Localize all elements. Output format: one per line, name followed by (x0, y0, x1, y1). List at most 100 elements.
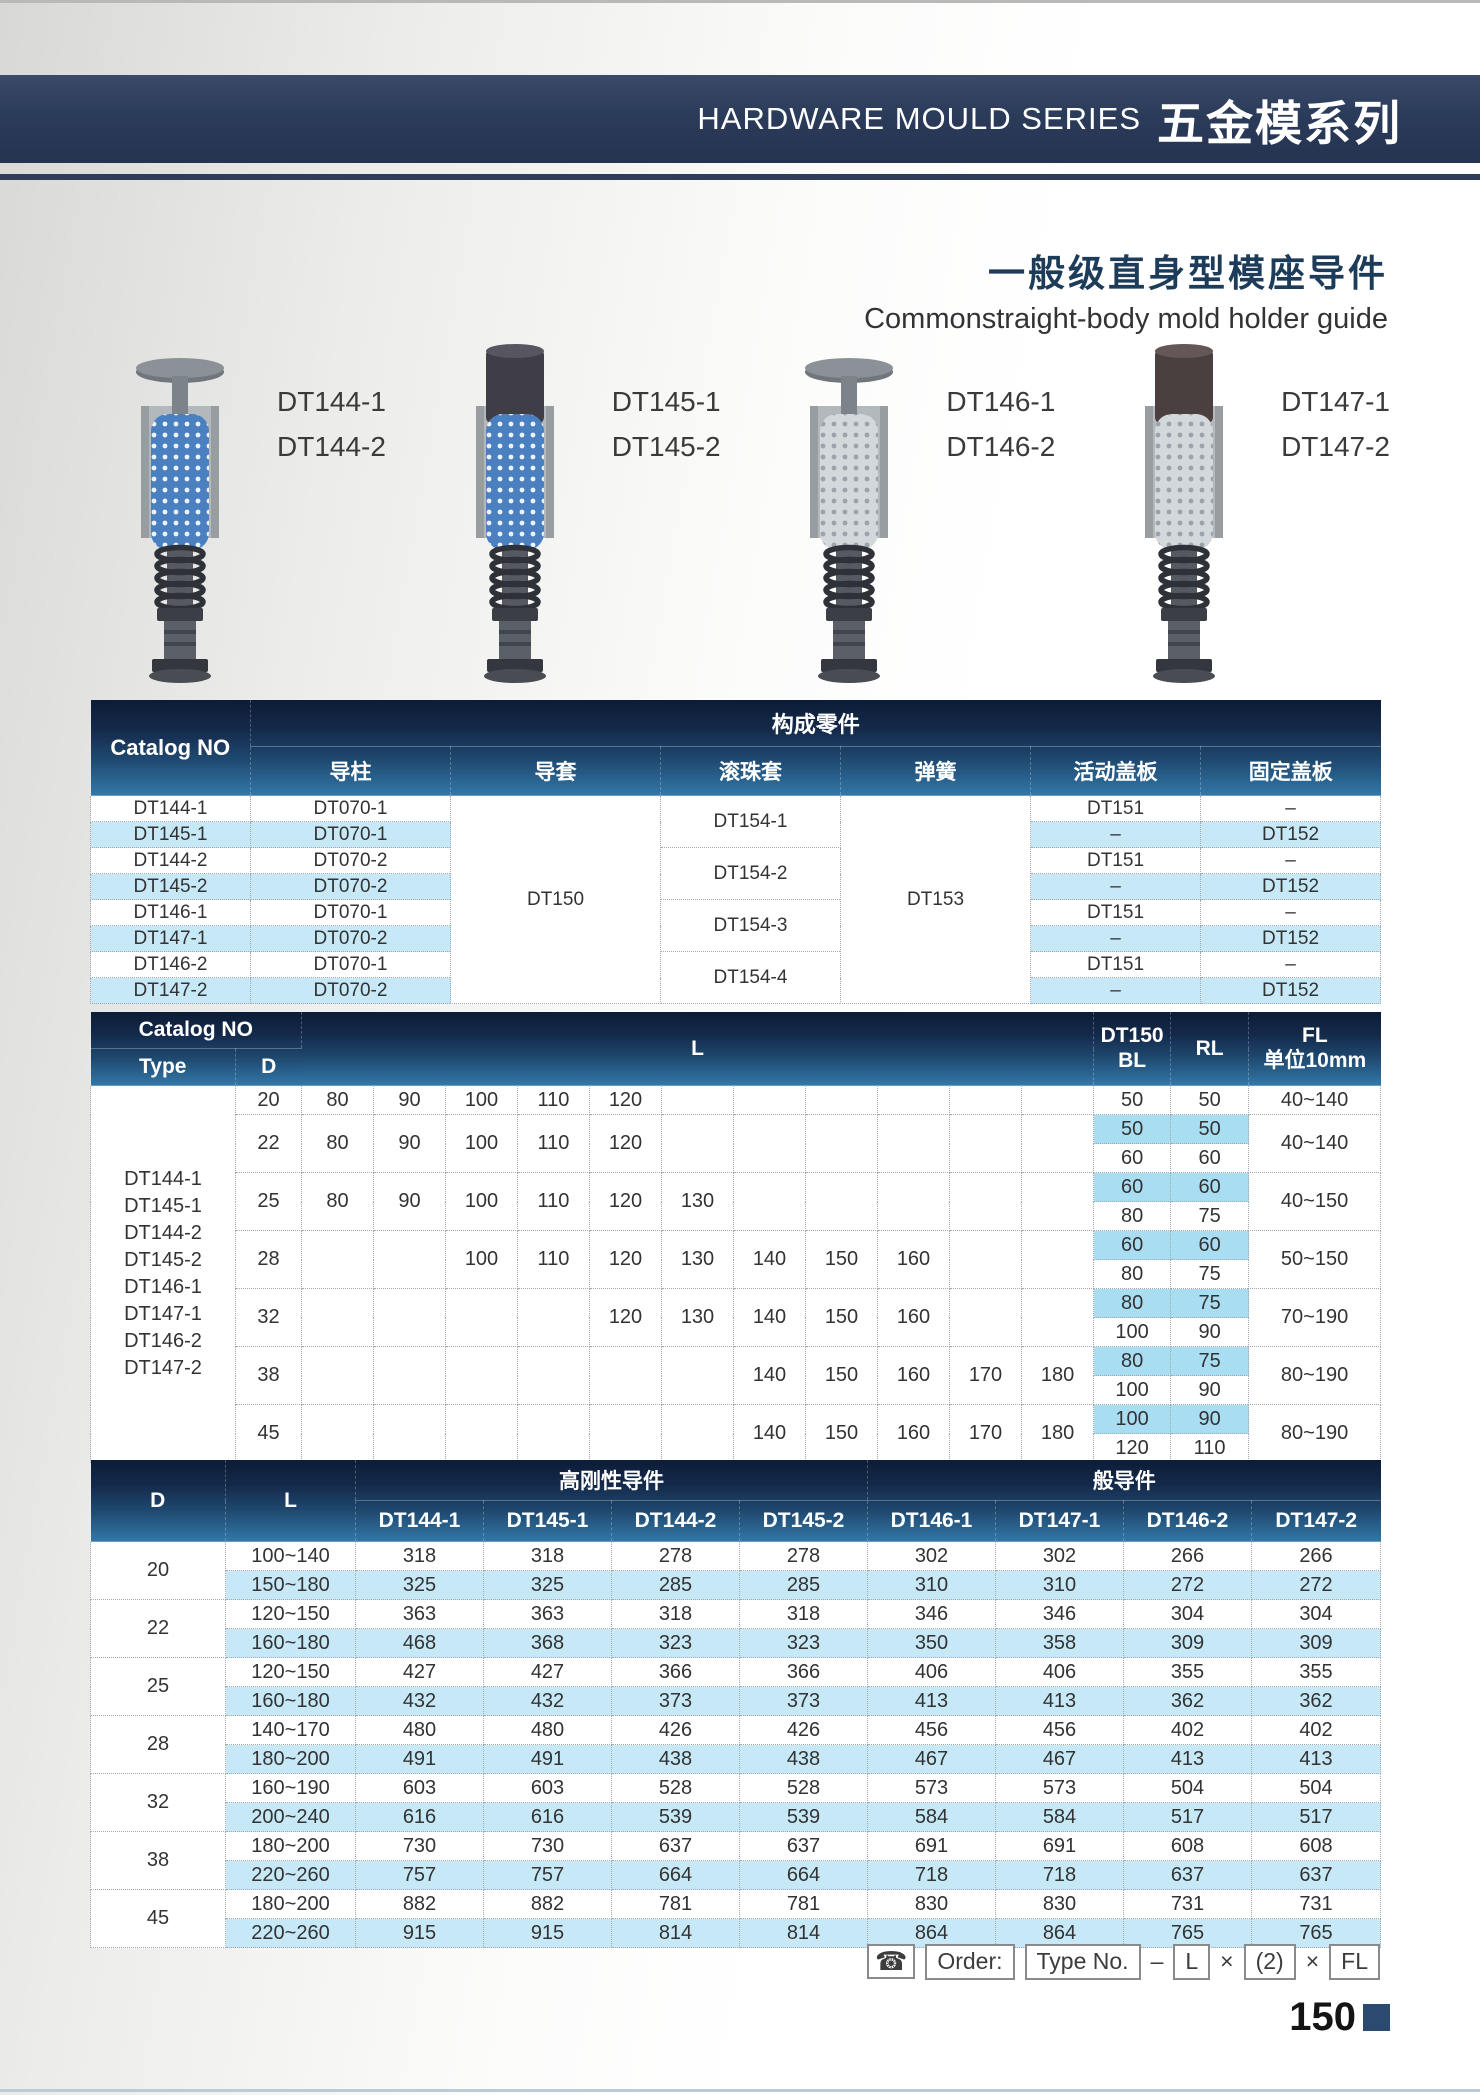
length-value-cell: 691 (995, 1831, 1124, 1861)
l-cell: 160 (877, 1230, 950, 1289)
d-cell: 20 (90, 1541, 226, 1600)
length-value-cell: 304 (1123, 1599, 1252, 1629)
type-header: Type (90, 1048, 236, 1086)
lengths-table: D L 高刚性导件 般导件 DT144-1 DT145-1 DT144-2 DT… (90, 1460, 1381, 1948)
length-value-cell: 757 (483, 1860, 612, 1890)
l-header: L (225, 1460, 356, 1542)
mold-guide-illustration (475, 344, 554, 683)
length-value-cell: 528 (739, 1773, 868, 1803)
d-cell: 32 (235, 1288, 302, 1347)
fl-cell: 70~190 (1248, 1288, 1382, 1347)
rl-cell: 60 (1170, 1143, 1250, 1173)
length-value-cell: 491 (355, 1744, 484, 1774)
product-image-dt146 (774, 342, 924, 687)
length-value-cell: 730 (483, 1831, 612, 1861)
l-cell (949, 1172, 1022, 1231)
length-value-cell: 427 (483, 1657, 612, 1687)
page-corner-square (1363, 2004, 1390, 2031)
length-value-cell: 765 (1123, 1918, 1252, 1948)
high-rigidity-group-header: 高刚性导件 (355, 1460, 868, 1501)
l-cell: 180 (1020, 1404, 1095, 1463)
lengths-row: 220~260 915 915 814 814 864 864 765 765 (91, 1918, 1381, 1948)
length-value-cell: 731 (1123, 1889, 1252, 1919)
fl-cell: 40~140 (1248, 1114, 1382, 1173)
fixed-plate-header: 固定盖板 (1200, 746, 1381, 796)
fl-cell: 40~150 (1248, 1172, 1382, 1231)
l-cell (301, 1230, 374, 1289)
l-cell: 120 (589, 1114, 662, 1173)
order-times-1: × (1220, 1948, 1234, 1975)
d-cell: 38 (235, 1346, 302, 1405)
catalog-no-header: Catalog NO (90, 700, 251, 796)
l-cell (373, 1230, 446, 1289)
type-list-item: DT147-1 (124, 1303, 202, 1325)
pillar-cell: DT070-2 (250, 977, 451, 1004)
length-value-cell: 730 (355, 1831, 484, 1861)
bottom-hairline (0, 2089, 1480, 2092)
l-cell: 110 (517, 1114, 590, 1173)
l-cell (949, 1114, 1022, 1173)
l-cell (589, 1404, 662, 1463)
length-value-cell: 539 (611, 1802, 740, 1832)
product-dt145: DT145-1 DT145-2 (440, 342, 721, 687)
length-value-cell: 517 (1123, 1802, 1252, 1832)
length-value-cell: 603 (483, 1773, 612, 1803)
d-cell: 25 (235, 1172, 302, 1231)
length-value-cell: 366 (611, 1657, 740, 1687)
l-cell (949, 1230, 1022, 1289)
bl-cell: 100 (1093, 1404, 1172, 1434)
product-dt147: DT147-1 DT147-2 (1109, 342, 1390, 687)
fixed-plate-cell: – (1199, 795, 1382, 822)
length-value-cell: 325 (483, 1570, 612, 1600)
type-list-item: DT144-2 (124, 1222, 202, 1244)
length-value-cell: 362 (1251, 1686, 1381, 1716)
spring-cell: DT153 (840, 795, 1031, 1004)
length-value-cell: 584 (995, 1802, 1124, 1832)
movable-plate-cell: DT151 (1030, 795, 1201, 822)
l-cell (733, 1085, 806, 1115)
l-cell: 150 (805, 1288, 878, 1347)
page-title-en: Commonstraight-body mold holder guide (864, 303, 1388, 335)
length-value-cell: 718 (867, 1860, 996, 1890)
l-cell: 170 (949, 1346, 1022, 1405)
length-value-cell: 573 (867, 1773, 996, 1803)
product-label: DT144-1 (277, 386, 386, 417)
d-cell: 22 (90, 1599, 226, 1658)
length-value-cell: 302 (867, 1541, 996, 1571)
type-list-item: DT146-2 (124, 1330, 202, 1352)
length-value-cell: 504 (1123, 1773, 1252, 1803)
lengths-row: 160~180 468 368 323 323 350 358 309 309 (91, 1628, 1381, 1658)
rl-cell: 90 (1170, 1317, 1250, 1347)
l-cell (661, 1085, 734, 1115)
rl-cell: 60 (1170, 1230, 1250, 1260)
l-cell: 140 (733, 1346, 806, 1405)
length-value-cell: 504 (1251, 1773, 1381, 1803)
guide-pillar-header: 导柱 (250, 746, 451, 796)
length-value-cell: 616 (483, 1802, 612, 1832)
bl-cell: 80 (1093, 1201, 1172, 1231)
length-value-cell: 346 (995, 1599, 1124, 1629)
movable-plate-header: 活动盖板 (1030, 746, 1201, 796)
length-value-cell: 402 (1123, 1715, 1252, 1745)
length-value-cell: 427 (355, 1657, 484, 1687)
l-cell (517, 1346, 590, 1405)
components-row: DT146-2 DT070-1 DT154-4 DT151– (90, 951, 1382, 1004)
length-value-cell: 272 (1251, 1570, 1381, 1600)
l-cell: 90 (373, 1085, 446, 1115)
length-value-cell: 573 (995, 1773, 1124, 1803)
col-dt147-1: DT147-1 (995, 1500, 1124, 1542)
length-value-cell: 368 (483, 1628, 612, 1658)
length-value-cell: 915 (483, 1918, 612, 1948)
components-row: DT145-2 DT070-2 – DT152 (90, 873, 1382, 900)
length-value-cell: 915 (355, 1918, 484, 1948)
l-cell (661, 1346, 734, 1405)
product-dt146: DT146-1 DT146-2 (774, 342, 1055, 687)
length-value-cell: 765 (1251, 1918, 1381, 1948)
bl-header: DT150 BL (1093, 1012, 1172, 1086)
pillar-cell: DT070-2 (250, 925, 451, 952)
l-cell (733, 1172, 806, 1231)
length-value-cell: 318 (739, 1599, 868, 1629)
l-cell (805, 1114, 878, 1173)
catalog-no-header: Catalog NO (90, 1012, 302, 1049)
